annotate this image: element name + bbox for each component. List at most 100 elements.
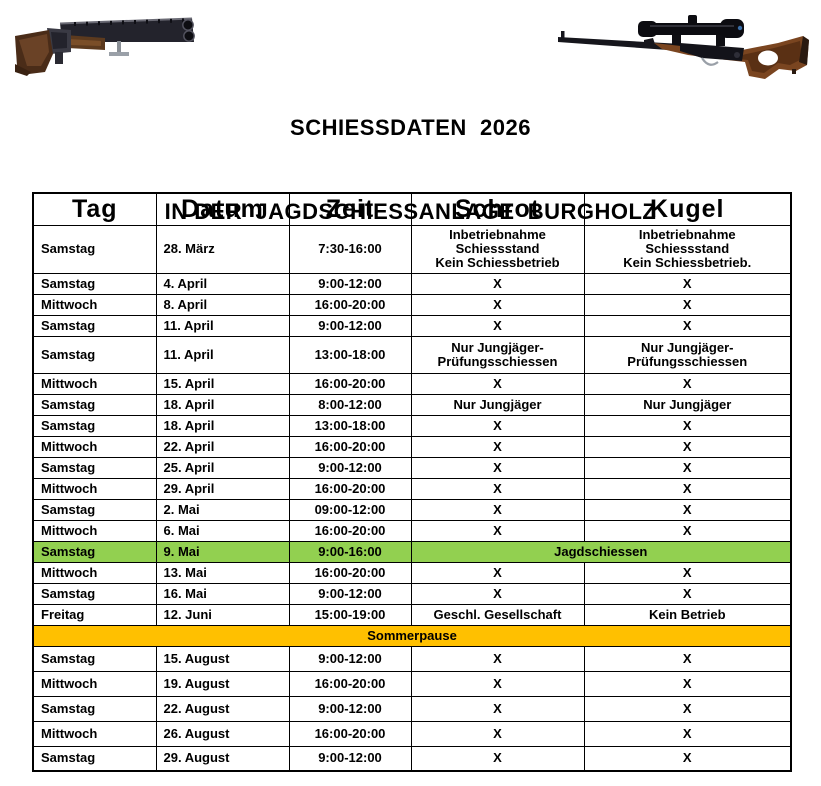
table-row: Mittwoch 15. April 16:00-20:00 X X bbox=[32, 372, 792, 395]
cell-datum: 22. April bbox=[155, 435, 290, 458]
cell-schrot: X bbox=[410, 695, 585, 722]
cell-datum: 18. April bbox=[155, 414, 290, 437]
cell-tag: Mittwoch bbox=[32, 372, 157, 395]
cell-schrot: X bbox=[410, 498, 585, 521]
shotgun-image bbox=[5, 8, 205, 83]
cell-kugel: Kein Betrieb bbox=[583, 603, 792, 626]
cell-tag: Mittwoch bbox=[32, 477, 157, 500]
cell-schrot: Nur Jungjäger bbox=[410, 393, 585, 416]
cell-tag: Mittwoch bbox=[32, 720, 157, 747]
cell-tag: Samstag bbox=[32, 695, 157, 722]
cell-zeit: 16:00-20:00 bbox=[288, 477, 412, 500]
cell-zeit: 16:00-20:00 bbox=[288, 293, 412, 316]
table-row: Samstag 22. August 9:00-12:00 X X bbox=[32, 695, 792, 722]
table-row: Samstag 25. April 9:00-12:00 X X bbox=[32, 456, 792, 479]
cell-tag: Mittwoch bbox=[32, 293, 157, 316]
cell-datum: 25. April bbox=[155, 456, 290, 479]
cell-tag: Samstag bbox=[32, 456, 157, 479]
cell-datum: 15. August bbox=[155, 645, 290, 672]
cell-datum: 2. Mai bbox=[155, 498, 290, 521]
table-row: Samstag 18. April 8:00-12:00 Nur Jungjäger N… bbox=[32, 393, 792, 416]
cell-zeit: 9:00-16:00 bbox=[288, 540, 412, 563]
cell-zeit: 16:00-20:00 bbox=[288, 670, 412, 697]
cell-zeit: 09:00-12:00 bbox=[288, 498, 412, 521]
cell-schrot: X bbox=[410, 477, 585, 500]
cell-kugel: X bbox=[583, 582, 792, 605]
table-row: Freitag 12. Juni 15:00-19:00 Geschl. Gesell… bbox=[32, 603, 792, 626]
table-row: Samstag 2. Mai 09:00-12:00 X X bbox=[32, 498, 792, 521]
cell-datum: 12. Juni bbox=[155, 603, 290, 626]
cell-zeit: 13:00-18:00 bbox=[288, 414, 412, 437]
table-row: Samstag 9. Mai 9:00-16:00 Jagdschiessen bbox=[32, 540, 792, 563]
cell-kugel: X bbox=[583, 293, 792, 316]
cell-kugel: X bbox=[583, 519, 792, 542]
table-row: Samstag 28. März 7:30-16:00 Inbetriebnahme … bbox=[32, 224, 792, 274]
cell-merged: Sommerpause bbox=[32, 624, 792, 647]
cell-datum: 6. Mai bbox=[155, 519, 290, 542]
cell-kugel: X bbox=[583, 272, 792, 295]
cell-datum: 4. April bbox=[155, 272, 290, 295]
cell-tag: Samstag bbox=[32, 335, 157, 374]
cell-kugel: X bbox=[583, 372, 792, 395]
cell-schrot: X bbox=[410, 670, 585, 697]
table-row: Mittwoch 6. Mai 16:00-20:00 X X bbox=[32, 519, 792, 542]
cell-zeit: 9:00-12:00 bbox=[288, 695, 412, 722]
cell-zeit: 16:00-20:00 bbox=[288, 519, 412, 542]
cell-schrot: X bbox=[410, 582, 585, 605]
schedule-table: Tag Datum Zeit Schrot Kugel Samstag 28. März 7… bbox=[32, 192, 792, 772]
cell-schrot: X bbox=[410, 293, 585, 316]
cell-schrot: Geschl. Gesellschaft bbox=[410, 603, 585, 626]
cell-zeit: 9:00-12:00 bbox=[288, 456, 412, 479]
cell-tag: Samstag bbox=[32, 314, 157, 337]
cell-schrot: X bbox=[410, 414, 585, 437]
table-row: Mittwoch 8. April 16:00-20:00 X X bbox=[32, 293, 792, 316]
cell-datum: 28. März bbox=[155, 224, 290, 274]
column-header-zeit: Zeit bbox=[288, 192, 412, 226]
table-row: Mittwoch 19. August 16:00-20:00 X X bbox=[32, 670, 792, 697]
cell-tag: Mittwoch bbox=[32, 435, 157, 458]
cell-tag: Samstag bbox=[32, 645, 157, 672]
cell-schrot: X bbox=[410, 745, 585, 772]
cell-kugel: X bbox=[583, 720, 792, 747]
table-row: Samstag 11. April 9:00-12:00 X X bbox=[32, 314, 792, 337]
column-header-schrot: Schrot bbox=[410, 192, 585, 226]
table-row: Mittwoch 29. April 16:00-20:00 X X bbox=[32, 477, 792, 500]
cell-kugel: X bbox=[583, 456, 792, 479]
cell-tag: Freitag bbox=[32, 603, 157, 626]
cell-zeit: 7:30-16:00 bbox=[288, 224, 412, 274]
column-header-tag: Tag bbox=[32, 192, 157, 226]
cell-datum: 16. Mai bbox=[155, 582, 290, 605]
cell-datum: 15. April bbox=[155, 372, 290, 395]
rifle-icon bbox=[558, 15, 809, 79]
table-row: Mittwoch 13. Mai 16:00-20:00 X X bbox=[32, 561, 792, 584]
cell-kugel: Nur Jungjäger- Prüfungsschiessen bbox=[583, 335, 792, 374]
table-row: Samstag 11. April 13:00-18:00 Nur Jungjäger… bbox=[32, 335, 792, 374]
cell-tag: Samstag bbox=[32, 582, 157, 605]
cell-datum: 11. April bbox=[155, 314, 290, 337]
cell-tag: Mittwoch bbox=[32, 519, 157, 542]
cell-schrot: X bbox=[410, 519, 585, 542]
cell-kugel: X bbox=[583, 314, 792, 337]
cell-kugel: X bbox=[583, 561, 792, 584]
cell-zeit: 9:00-12:00 bbox=[288, 272, 412, 295]
cell-tag: Samstag bbox=[32, 498, 157, 521]
column-header-datum: Datum bbox=[155, 192, 290, 226]
column-header-kugel: Kugel bbox=[583, 192, 792, 226]
table-row: Sommerpause bbox=[32, 624, 792, 647]
cell-zeit: 16:00-20:00 bbox=[288, 720, 412, 747]
cell-datum: 26. August bbox=[155, 720, 290, 747]
cell-datum: 8. April bbox=[155, 293, 290, 316]
cell-kugel: X bbox=[583, 498, 792, 521]
cell-zeit: 15:00-19:00 bbox=[288, 603, 412, 626]
cell-kugel: Inbetriebnahme Schiessstand Kein Schiess… bbox=[583, 224, 792, 274]
cell-tag: Samstag bbox=[32, 414, 157, 437]
cell-tag: Samstag bbox=[32, 745, 157, 772]
cell-tag: Samstag bbox=[32, 272, 157, 295]
cell-kugel: Nur Jungjäger bbox=[583, 393, 792, 416]
cell-zeit: 9:00-12:00 bbox=[288, 645, 412, 672]
cell-zeit: 9:00-12:00 bbox=[288, 582, 412, 605]
cell-datum: 11. April bbox=[155, 335, 290, 374]
cell-schrot: X bbox=[410, 720, 585, 747]
cell-datum: 22. August bbox=[155, 695, 290, 722]
